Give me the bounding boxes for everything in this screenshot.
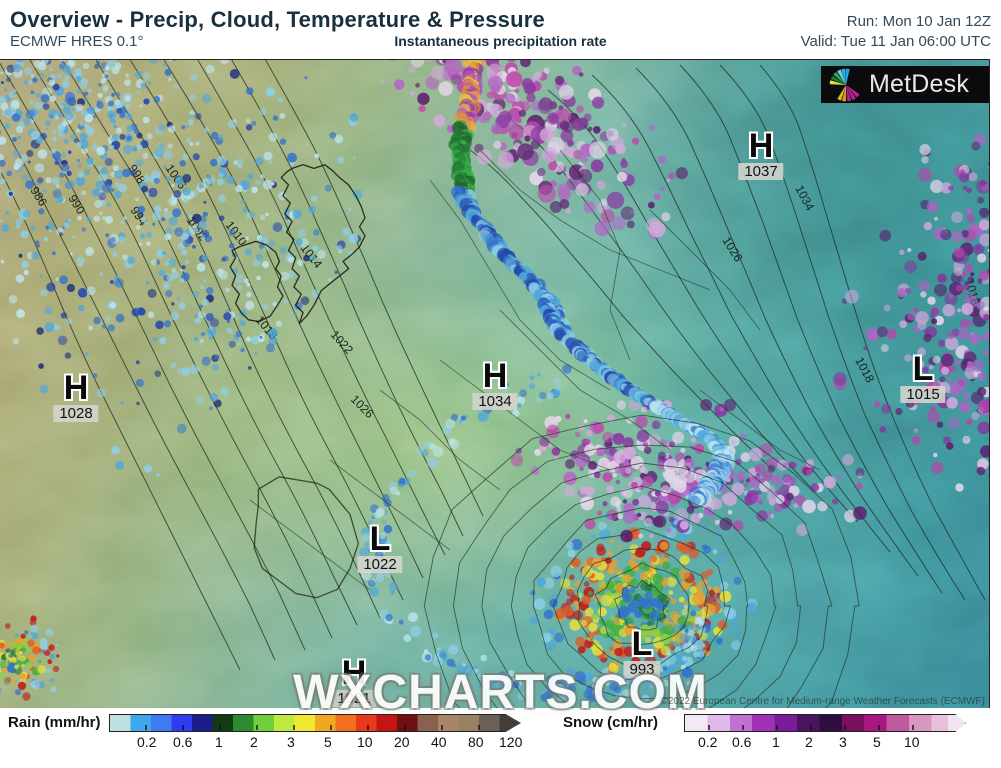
svg-text:1022: 1022 [328,328,356,357]
svg-text:990: 990 [65,192,88,217]
svg-text:1026: 1026 [719,234,745,264]
svg-text:1034: 1034 [792,183,817,213]
svg-text:1026: 1026 [348,392,377,421]
svg-text:1018: 1018 [852,355,877,385]
